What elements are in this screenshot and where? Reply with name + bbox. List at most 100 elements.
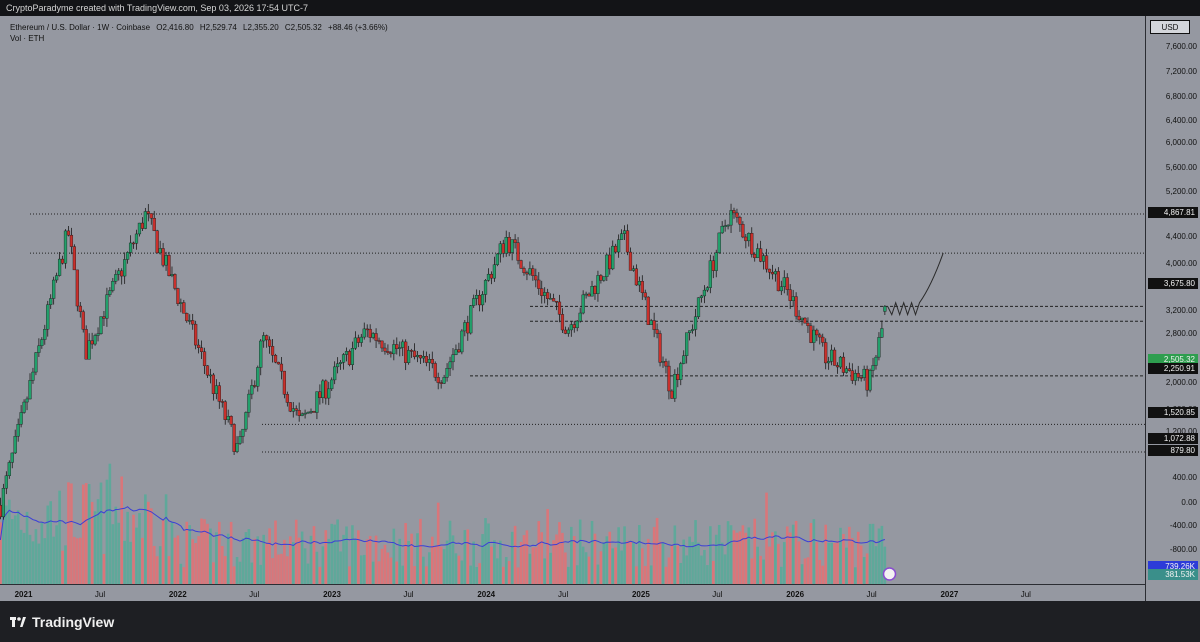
- candle: [93, 335, 97, 345]
- volume-bar: [714, 534, 718, 584]
- volume-bar: [173, 537, 177, 584]
- volume-bar: [188, 525, 192, 584]
- volume-bar: [303, 548, 307, 584]
- candle: [720, 225, 724, 234]
- candle: [344, 351, 349, 355]
- price-tick-label: 6,400.00: [1166, 116, 1198, 125]
- volume-bar: [262, 534, 265, 584]
- volume-bar: [590, 520, 594, 584]
- candle: [756, 248, 760, 258]
- candle: [309, 411, 313, 413]
- volume-bar: [141, 537, 144, 584]
- volume-bar: [114, 506, 118, 584]
- candle: [7, 462, 11, 476]
- volume-bar: [99, 482, 103, 584]
- price-badge-label: 1,520.85: [1164, 408, 1196, 417]
- candle: [578, 312, 582, 322]
- price-badge: [1148, 561, 1198, 572]
- volume-bar: [667, 557, 671, 584]
- candle: [96, 333, 100, 336]
- candle: [676, 374, 680, 380]
- volume-bar: [84, 483, 88, 584]
- volume-bar: [717, 524, 721, 584]
- candle: [256, 367, 260, 387]
- candle: [489, 273, 494, 279]
- volume-bar: [256, 536, 260, 584]
- volume-bar: [374, 535, 378, 584]
- candle: [587, 293, 591, 297]
- volume-bar: [815, 542, 819, 584]
- volume-bar: [120, 476, 123, 584]
- volume-bar: [638, 525, 641, 584]
- volume-bar: [28, 534, 32, 584]
- volume-bar: [664, 566, 668, 584]
- candle: [401, 341, 405, 348]
- candle: [427, 359, 431, 363]
- candle: [463, 322, 467, 332]
- candle: [412, 350, 417, 358]
- price-chart[interactable]: [0, 16, 1145, 601]
- candle: [776, 271, 780, 292]
- candle: [646, 296, 650, 325]
- candle: [191, 320, 195, 325]
- price-tick-label: -400.00: [1170, 521, 1198, 530]
- volume-bar: [567, 566, 570, 584]
- volume-bar: [389, 557, 393, 584]
- volume-bar: [540, 532, 544, 584]
- candle: [238, 436, 242, 444]
- volume-bar: [771, 532, 774, 584]
- time-axis[interactable]: 2021 Jul 2022 Jul 2023 Jul 2024 Jul 2025 Jul 2026 J…: [0, 584, 1145, 601]
- candle: [525, 272, 529, 275]
- volume-bar: [504, 557, 508, 584]
- candle: [123, 259, 127, 277]
- candle: [640, 281, 644, 293]
- candle: [540, 288, 544, 296]
- candle: [602, 276, 606, 281]
- volume-bar: [433, 546, 437, 584]
- candle: [336, 363, 340, 368]
- volume-bar: [5, 505, 8, 584]
- volume-bar: [351, 525, 354, 584]
- candle: [690, 329, 695, 331]
- candle: [673, 374, 677, 399]
- chart-canvas[interactable]: [0, 16, 1145, 601]
- candle: [549, 298, 553, 300]
- volume-bar: [741, 525, 745, 584]
- candle: [341, 354, 346, 363]
- candle: [830, 349, 834, 362]
- candle: [486, 273, 491, 281]
- volume-bar: [475, 567, 478, 584]
- candle: [617, 239, 621, 253]
- volume-bar: [856, 531, 860, 584]
- price-axis[interactable]: 7,600.00 7,200.00 6,800.00 6,400.00 6,000.00…: [1145, 16, 1200, 601]
- candle: [4, 475, 8, 489]
- volume-bar: [2, 496, 5, 584]
- volume-bar: [144, 494, 147, 584]
- time-axis-label: 2021: [15, 590, 33, 599]
- tradingview-logo-icon: [10, 615, 26, 629]
- candle: [31, 371, 35, 381]
- candle: [10, 452, 14, 463]
- currency-button[interactable]: USD: [1150, 20, 1190, 34]
- volume-bar: [853, 567, 857, 584]
- candle: [759, 248, 763, 262]
- volume-bar: [286, 556, 289, 584]
- volume-bar: [392, 528, 396, 584]
- price-tick-label: 5,200.00: [1166, 187, 1198, 196]
- candle: [285, 394, 289, 403]
- candle: [315, 391, 319, 413]
- volume-bar: [564, 552, 567, 584]
- volume-bar: [13, 515, 17, 584]
- volume-bar: [404, 523, 407, 584]
- volume-bar: [49, 501, 53, 584]
- price-tick-label: 4,400.00: [1166, 232, 1198, 241]
- price-tick-label: 5,600.00: [1166, 163, 1198, 172]
- candle: [69, 234, 74, 247]
- candle: [114, 274, 118, 282]
- volume-bar: [428, 552, 431, 584]
- candle: [723, 225, 727, 227]
- candle: [466, 322, 470, 334]
- candle: [433, 363, 437, 378]
- volume-bar: [534, 547, 538, 584]
- volume-bar: [78, 537, 82, 584]
